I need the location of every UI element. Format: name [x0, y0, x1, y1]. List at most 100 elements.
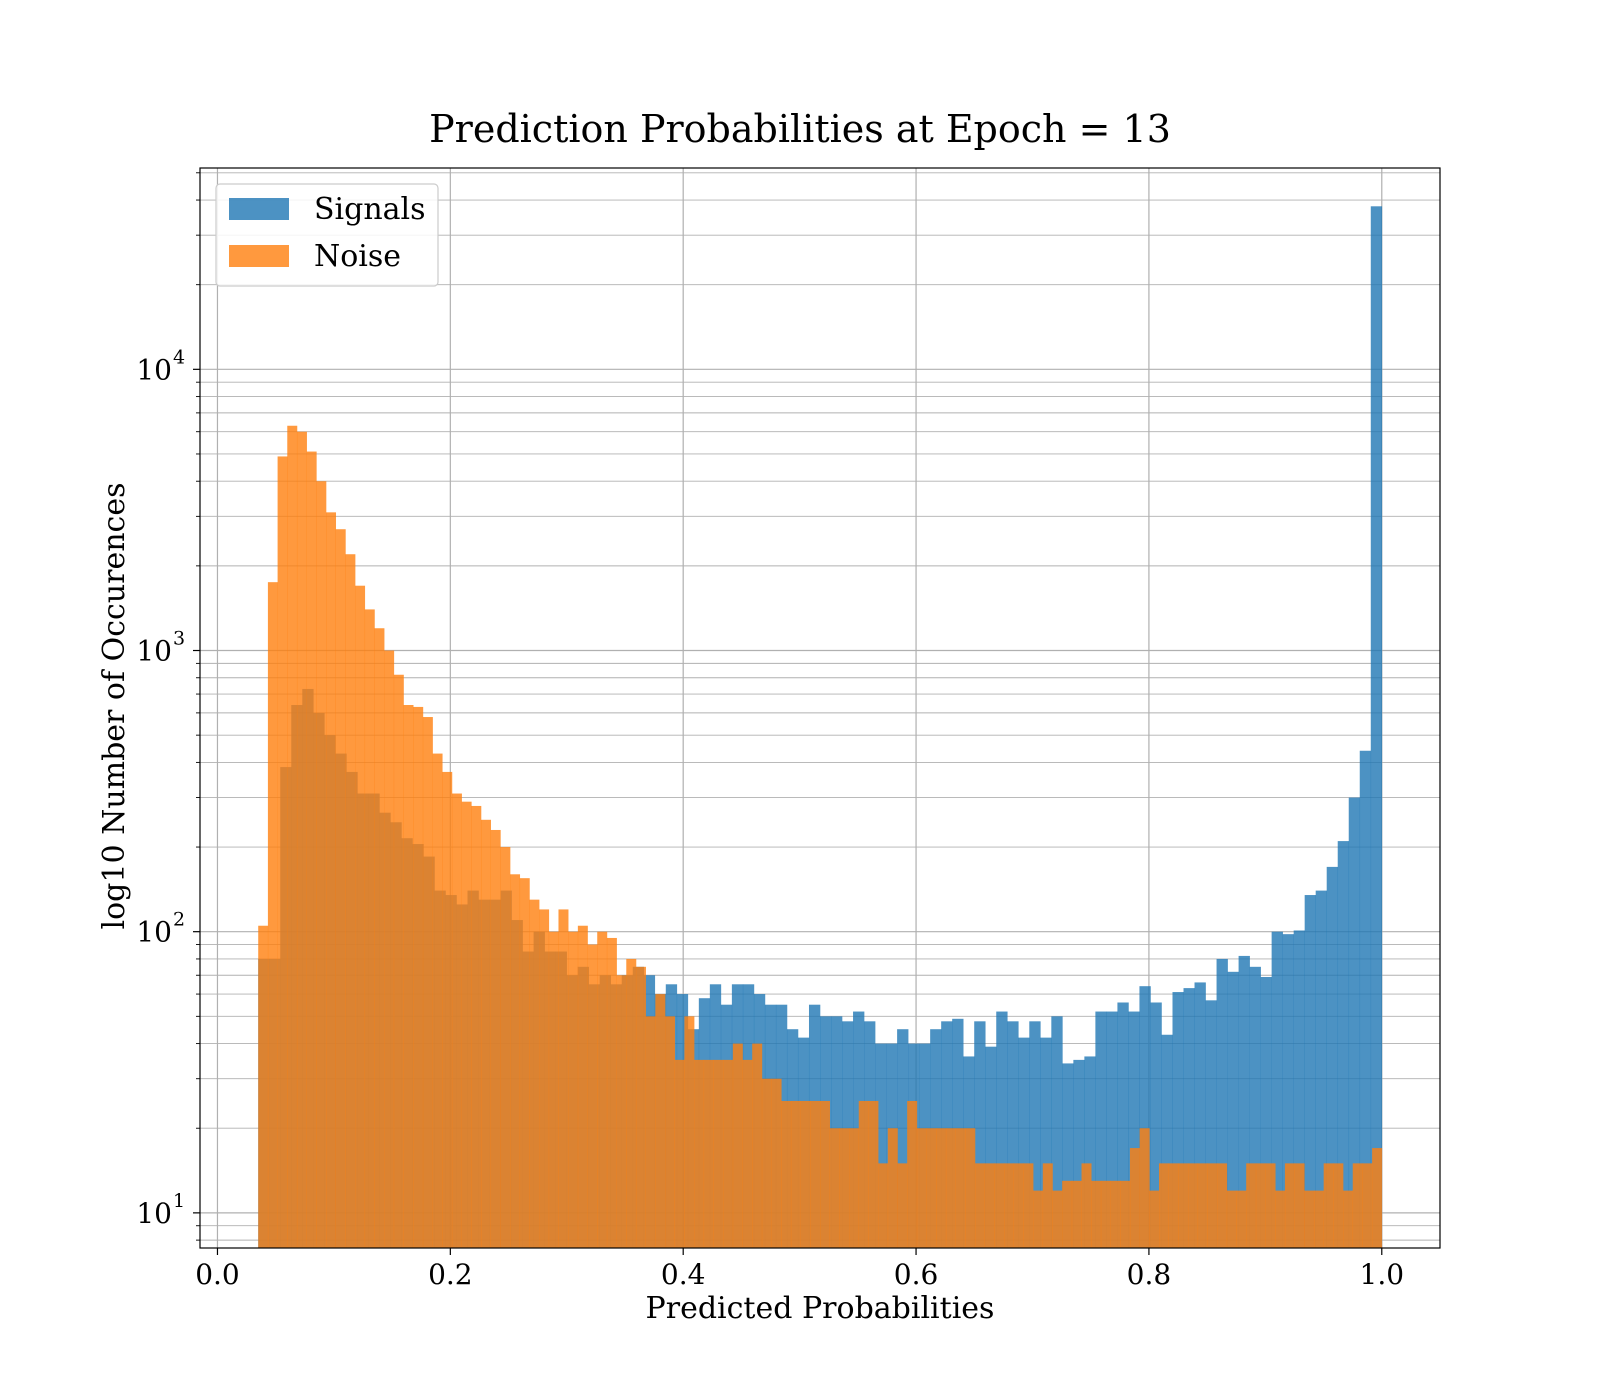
- signals-bar: [1282, 934, 1294, 1248]
- noise-bar: [1062, 1180, 1073, 1248]
- noise-bar: [723, 1059, 734, 1248]
- noise-bar: [674, 1059, 685, 1248]
- noise-bar: [752, 1043, 763, 1248]
- noise-bar: [1226, 1190, 1237, 1248]
- y-tick-exponent: 2: [173, 909, 185, 931]
- noise-bar: [1023, 1163, 1034, 1248]
- x-tick-label: 0.4: [661, 1258, 706, 1291]
- noise-bar: [403, 705, 414, 1248]
- noise-bar: [984, 1163, 995, 1248]
- signals-bar: [1216, 958, 1228, 1248]
- noise-bar: [1149, 1190, 1160, 1248]
- signals-bar: [1007, 1021, 1019, 1248]
- noise-bar: [1091, 1180, 1102, 1248]
- noise-bar: [926, 1128, 937, 1248]
- noise-bar: [364, 609, 375, 1248]
- noise-bar: [316, 481, 327, 1248]
- noise-bar: [849, 1128, 860, 1248]
- noise-bar: [606, 937, 617, 1248]
- noise-legend-swatch: [229, 245, 289, 267]
- signals-bar: [1095, 1011, 1107, 1248]
- noise-bar: [1120, 1180, 1131, 1248]
- noise-bar: [267, 582, 278, 1248]
- noise-bar: [829, 1128, 840, 1248]
- signals-bar: [1304, 895, 1316, 1248]
- noise-bar: [1071, 1180, 1082, 1248]
- noise-bar: [1294, 1163, 1305, 1248]
- noise-bar: [1236, 1190, 1247, 1248]
- signals-bar: [1150, 1002, 1162, 1248]
- signals-legend-swatch: [229, 198, 289, 220]
- noise-bar: [955, 1128, 966, 1248]
- noise-bar: [1275, 1190, 1286, 1248]
- noise-bar: [335, 529, 346, 1248]
- signals-bar: [1128, 1011, 1140, 1248]
- noise-bar: [907, 1100, 918, 1248]
- signals-bar: [1315, 890, 1328, 1248]
- signals-bar: [1370, 206, 1383, 1249]
- noise-bar: [568, 931, 579, 1248]
- y-tick-exponent: 3: [173, 628, 185, 650]
- noise-bar: [1304, 1190, 1315, 1248]
- x-tick-label: 0.8: [1127, 1258, 1172, 1291]
- signals-bar: [1073, 1059, 1085, 1248]
- chart-title: Prediction Probabilities at Epoch = 13: [429, 107, 1171, 151]
- signals-bar: [1260, 977, 1272, 1248]
- noise-bar: [684, 1016, 695, 1248]
- noise-bar: [1246, 1163, 1257, 1248]
- signals-legend-label: Signals: [314, 192, 426, 227]
- signals-bar: [1205, 1000, 1217, 1248]
- noise-bar: [471, 805, 482, 1248]
- y-tick-exponent: 4: [173, 346, 185, 368]
- signals-bar: [1106, 1011, 1118, 1248]
- noise-bar: [558, 909, 569, 1248]
- signals-bar: [1117, 1002, 1129, 1248]
- noise-bar: [878, 1163, 889, 1248]
- bars: [258, 206, 1383, 1249]
- noise-bar: [965, 1128, 976, 1248]
- signals-bar: [974, 1021, 986, 1248]
- noise-bar: [345, 554, 356, 1248]
- noise-bar: [713, 1059, 724, 1248]
- y-axis-label: log10 Number of Occurences: [97, 482, 132, 929]
- noise-bar: [480, 819, 491, 1248]
- y-tick-label: 10: [136, 1197, 172, 1230]
- y-tick-exponent: 1: [173, 1190, 185, 1212]
- noise-bar: [820, 1100, 830, 1248]
- noise-bar: [1313, 1190, 1324, 1248]
- noise-bar: [510, 874, 521, 1248]
- noise-bar: [1139, 1128, 1150, 1248]
- x-tick-label: 0.0: [195, 1258, 240, 1291]
- noise-bar: [732, 1043, 743, 1248]
- noise-bar: [858, 1100, 869, 1248]
- noise-bar: [1255, 1163, 1266, 1248]
- noise-bar: [1178, 1163, 1189, 1248]
- noise-bar: [287, 425, 298, 1248]
- noise-bar: [771, 1078, 782, 1248]
- noise-bar: [500, 847, 511, 1248]
- noise-bar: [694, 1059, 705, 1248]
- noise-bar: [1081, 1163, 1092, 1248]
- noise-bar: [994, 1163, 1005, 1248]
- signals-bar: [897, 1029, 909, 1248]
- noise-bar: [587, 944, 598, 1248]
- signals-bar: [1139, 986, 1151, 1248]
- x-axis-label: Predicted Probabilities: [646, 1291, 995, 1326]
- noise-bar: [413, 706, 424, 1248]
- signals-bar: [875, 1043, 887, 1248]
- noise-bar: [945, 1128, 956, 1248]
- noise-bar: [936, 1128, 947, 1248]
- noise-bar: [616, 975, 627, 1248]
- noise-bar: [451, 793, 462, 1248]
- signals-bar: [1029, 1021, 1041, 1248]
- noise-bar: [1052, 1190, 1063, 1248]
- noise-bar: [897, 1163, 908, 1248]
- signals-bar: [1249, 966, 1261, 1248]
- noise-bar: [1323, 1163, 1334, 1248]
- signals-bar: [1359, 750, 1372, 1248]
- noise-bar: [519, 878, 530, 1248]
- signals-bar: [1194, 982, 1206, 1248]
- noise-bar: [1004, 1163, 1015, 1248]
